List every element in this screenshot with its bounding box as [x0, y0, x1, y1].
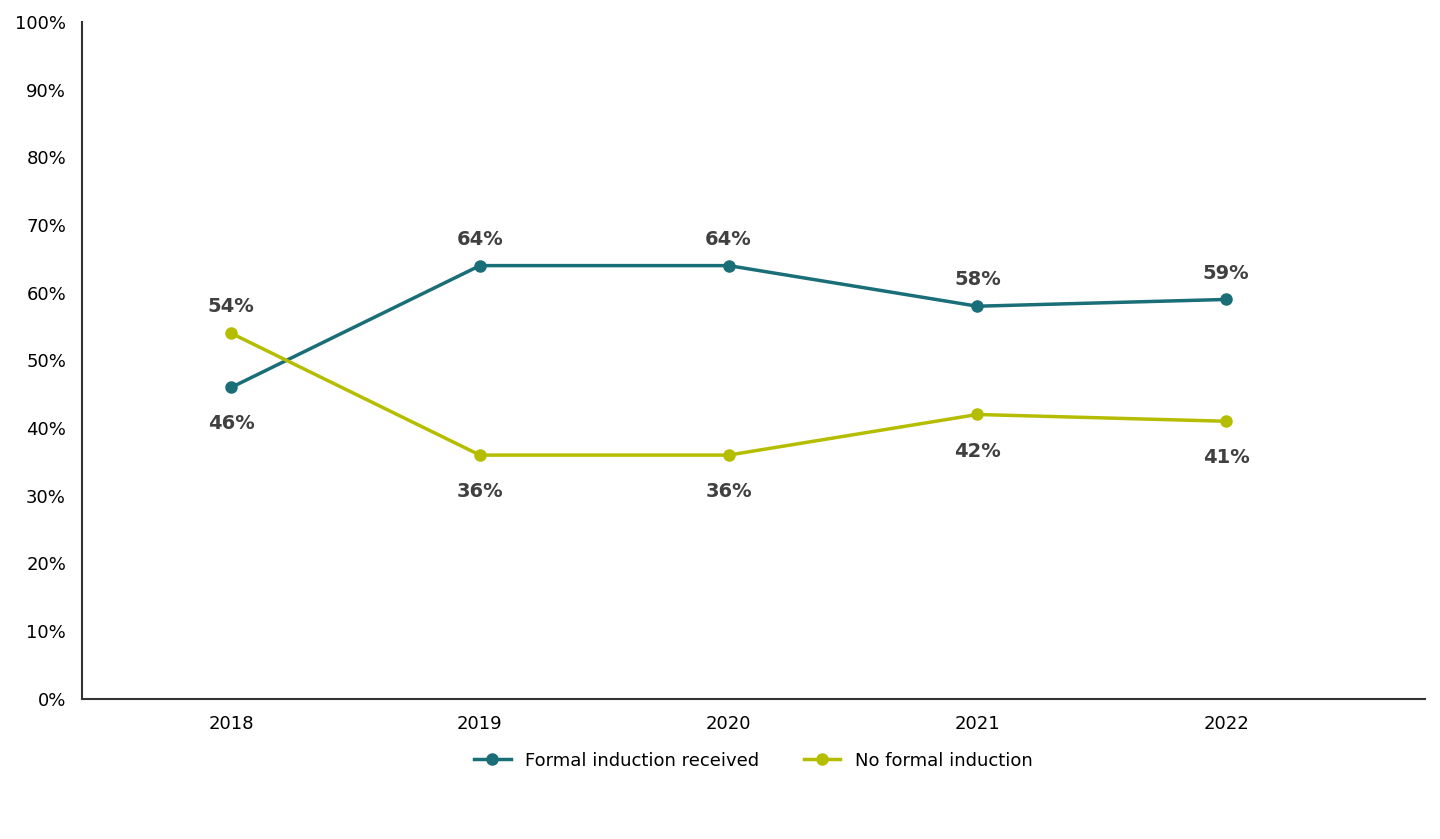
Line: No formal induction: No formal induction [226, 328, 1231, 461]
No formal induction [471, 450, 488, 460]
Text: 58%: 58% [953, 270, 1001, 289]
Text: 64%: 64% [706, 230, 752, 248]
Formal induction received [969, 301, 986, 311]
Legend: Formal induction received, No formal induction: Formal induction received, No formal ind… [467, 745, 1040, 778]
Text: 36%: 36% [456, 482, 503, 501]
No formal induction [1217, 416, 1234, 426]
Text: 46%: 46% [207, 414, 255, 434]
Text: 42%: 42% [953, 441, 1001, 461]
Text: 64%: 64% [456, 230, 504, 248]
Text: 59%: 59% [1202, 263, 1250, 283]
Text: 41%: 41% [1202, 448, 1250, 467]
Formal induction received [471, 261, 488, 271]
Formal induction received [720, 261, 737, 271]
No formal induction [223, 328, 240, 338]
No formal induction [720, 450, 737, 460]
Formal induction received [223, 383, 240, 393]
Formal induction received [1217, 294, 1234, 305]
Text: 36%: 36% [706, 482, 752, 501]
Line: Formal induction received: Formal induction received [226, 260, 1231, 393]
Text: 54%: 54% [207, 297, 255, 316]
No formal induction [969, 409, 986, 420]
